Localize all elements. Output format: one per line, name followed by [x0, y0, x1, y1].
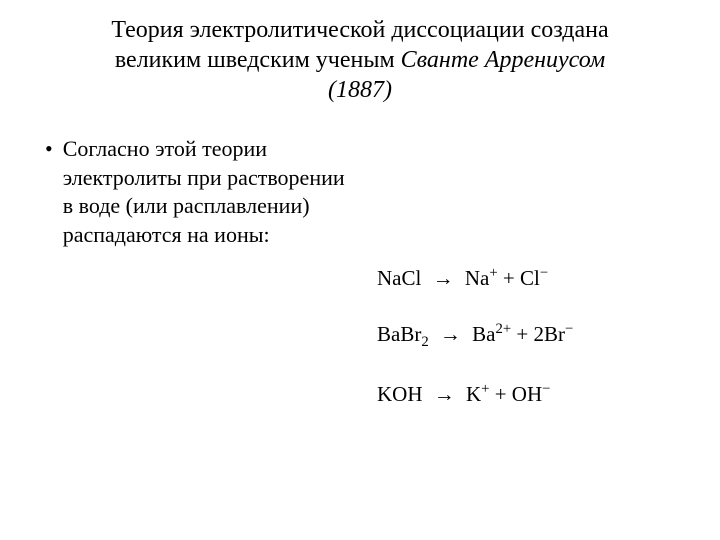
equation-3: KOH → K+ + OH− — [377, 381, 685, 407]
bullet-item: • Согласно этой теории электролиты при р… — [45, 135, 347, 249]
bullet-marker: • — [45, 135, 53, 164]
arrow-icon: → — [433, 266, 454, 291]
right-column: NaCl → Na+ + Cl− BaBr2 → Ba2+ + 2Br− KOH… — [347, 135, 685, 437]
title-line2-prefix: великим шведским ученым — [115, 47, 401, 73]
equation-2: BaBr2 → Ba2+ + 2Br− — [377, 321, 685, 351]
eq3-lhs: KOH — [377, 382, 423, 406]
title-year: (1887) — [328, 77, 392, 103]
eq1-lhs: NaCl — [377, 266, 421, 290]
arrow-icon: → — [440, 322, 461, 347]
arrow-icon: → — [434, 382, 455, 407]
content-area: • Согласно этой теории электролиты при р… — [35, 135, 685, 437]
left-column: • Согласно этой теории электролиты при р… — [35, 135, 347, 249]
title-author: Сванте Аррениусом — [401, 47, 605, 73]
slide-title: Теория электролитической диссоциации соз… — [35, 15, 685, 105]
eq2-rhs: Ba2+ + 2Br− — [472, 322, 573, 346]
title-line1: Теория электролитической диссоциации соз… — [111, 17, 608, 43]
eq2-lhs: BaBr2 — [377, 322, 429, 346]
eq1-rhs: Na+ + Cl− — [465, 266, 548, 290]
body-text: Согласно этой теории электролиты при рас… — [63, 135, 347, 249]
equation-1: NaCl → Na+ + Cl− — [377, 265, 685, 291]
eq3-rhs: K+ + OH− — [466, 382, 550, 406]
